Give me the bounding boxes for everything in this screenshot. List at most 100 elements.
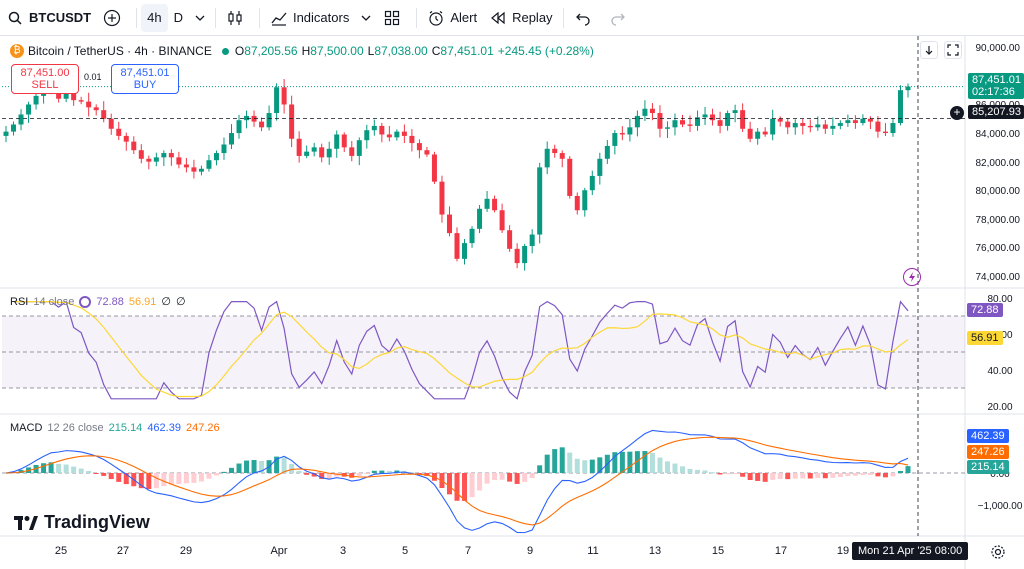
sell-button[interactable]: 87,451.00 SELL — [11, 64, 79, 94]
macd-hist-bar — [552, 449, 558, 473]
candle-body — [537, 167, 543, 235]
macd-hist-bar — [371, 470, 377, 473]
rsi-ma-line — [13, 301, 909, 398]
macd-hist-bar — [770, 473, 776, 480]
candle-body — [875, 121, 881, 132]
symbol-label: BTCUSDT — [29, 10, 92, 25]
macd-hist-bar — [311, 473, 317, 477]
replay-button[interactable]: Replay — [483, 4, 558, 32]
candle-body — [710, 114, 716, 121]
macd-hist-bar — [349, 473, 355, 478]
redo-icon — [609, 9, 627, 27]
rsi-value-tag: 72.88 — [967, 303, 1003, 317]
macd-signal-line — [5, 436, 909, 526]
macd-signal-tag: 247.26 — [967, 445, 1009, 459]
macd-hist-bar — [334, 473, 340, 477]
status-dot-icon — [221, 47, 229, 55]
add-alert-plus-icon[interactable]: + — [950, 106, 964, 120]
buy-button[interactable]: 87,451.01 BUY — [111, 64, 179, 94]
macd-hist-bar — [514, 473, 520, 484]
candle-body — [672, 120, 678, 128]
macd-hist-bar — [852, 473, 858, 476]
tradingview-logo[interactable]: TradingView — [14, 512, 150, 533]
macd-hist-bar — [146, 473, 152, 490]
candle-body — [18, 114, 24, 125]
candle-body — [627, 127, 633, 135]
macd-hist-bar — [138, 473, 144, 489]
last-price: 87,451.01 — [972, 74, 1021, 86]
macd-hist-bar — [108, 473, 114, 480]
candle-body — [424, 150, 430, 155]
candle-body — [507, 230, 513, 249]
symbol-search[interactable]: BTCUSDT — [0, 4, 97, 32]
interval-dropdown[interactable] — [189, 4, 211, 32]
candle-body — [266, 113, 272, 128]
candle-body — [544, 148, 550, 168]
candle-body — [747, 128, 753, 139]
compare-button[interactable] — [97, 4, 132, 32]
macd-hist-bar — [687, 468, 693, 473]
candle-body — [822, 124, 828, 129]
macd-hist-bar — [296, 470, 302, 473]
macd-hist-bar — [695, 469, 701, 473]
macd-hist-tag: 215.14 — [967, 460, 1009, 474]
macd-hist-value: 215.14 — [108, 422, 143, 434]
macd-hist-bar — [597, 457, 603, 473]
macd-hist-bar — [251, 460, 257, 473]
sell-price: 87,451.00 — [20, 67, 70, 79]
alert-button[interactable]: Alert — [421, 4, 483, 32]
indicators-button[interactable]: Indicators — [264, 4, 355, 32]
macd-hist-bar — [619, 451, 625, 473]
candle-body — [3, 131, 9, 136]
candle-body — [364, 130, 370, 141]
time-tick-label: 13 — [648, 545, 662, 557]
lightning-icon[interactable] — [903, 268, 921, 286]
macd-hist-bar — [123, 473, 129, 485]
macd-hist-bar — [484, 473, 490, 484]
candle-body — [702, 114, 708, 118]
candle-body — [116, 128, 122, 136]
fullscreen-button[interactable] — [944, 41, 962, 59]
candle-body — [492, 198, 498, 211]
macd-hist-bar — [574, 458, 580, 473]
macd-hist-bar — [845, 473, 851, 477]
search-icon — [6, 9, 24, 27]
redo-button[interactable] — [603, 4, 638, 32]
price-tick-label: 80,000.00 — [975, 186, 1021, 198]
candle-body — [33, 95, 39, 105]
candle-body — [349, 147, 355, 156]
undo-button[interactable] — [568, 4, 603, 32]
macd-hist-bar — [153, 473, 159, 489]
candle-body — [409, 135, 415, 144]
candle-body — [311, 147, 317, 152]
scroll-down-button[interactable] — [920, 41, 938, 59]
macd-hist-bar — [183, 473, 189, 484]
candle-body — [26, 104, 32, 115]
layouts-button[interactable] — [377, 4, 412, 32]
btc-logo-icon: ₿ — [10, 44, 24, 58]
macd-hist-bar — [537, 465, 543, 473]
indicators-dropdown[interactable] — [355, 4, 377, 32]
interval-d-button[interactable]: D — [173, 10, 183, 25]
macd-hist-bar — [559, 447, 565, 473]
candle-body — [649, 108, 655, 114]
candle-body — [274, 87, 280, 114]
settings-button[interactable] — [990, 544, 1006, 560]
candle-body — [454, 233, 460, 259]
open-label: O — [234, 44, 245, 58]
close-value: 87,451.01 — [440, 44, 494, 58]
macd-hist-bar — [792, 473, 798, 479]
time-tick-label: 29 — [179, 545, 193, 557]
macd-hist-bar — [672, 463, 678, 473]
interval-4h-button[interactable]: 4h — [141, 3, 168, 32]
close-label: C — [431, 44, 441, 58]
candle-body — [567, 158, 573, 196]
chart-type-button[interactable] — [220, 4, 255, 32]
macd-hist-bar — [522, 473, 528, 482]
time-tick-label: 25 — [54, 545, 68, 557]
divider — [258, 7, 260, 28]
spread-value: 0.01 — [84, 72, 102, 82]
price-tick-label: 78,000.00 — [975, 214, 1021, 226]
